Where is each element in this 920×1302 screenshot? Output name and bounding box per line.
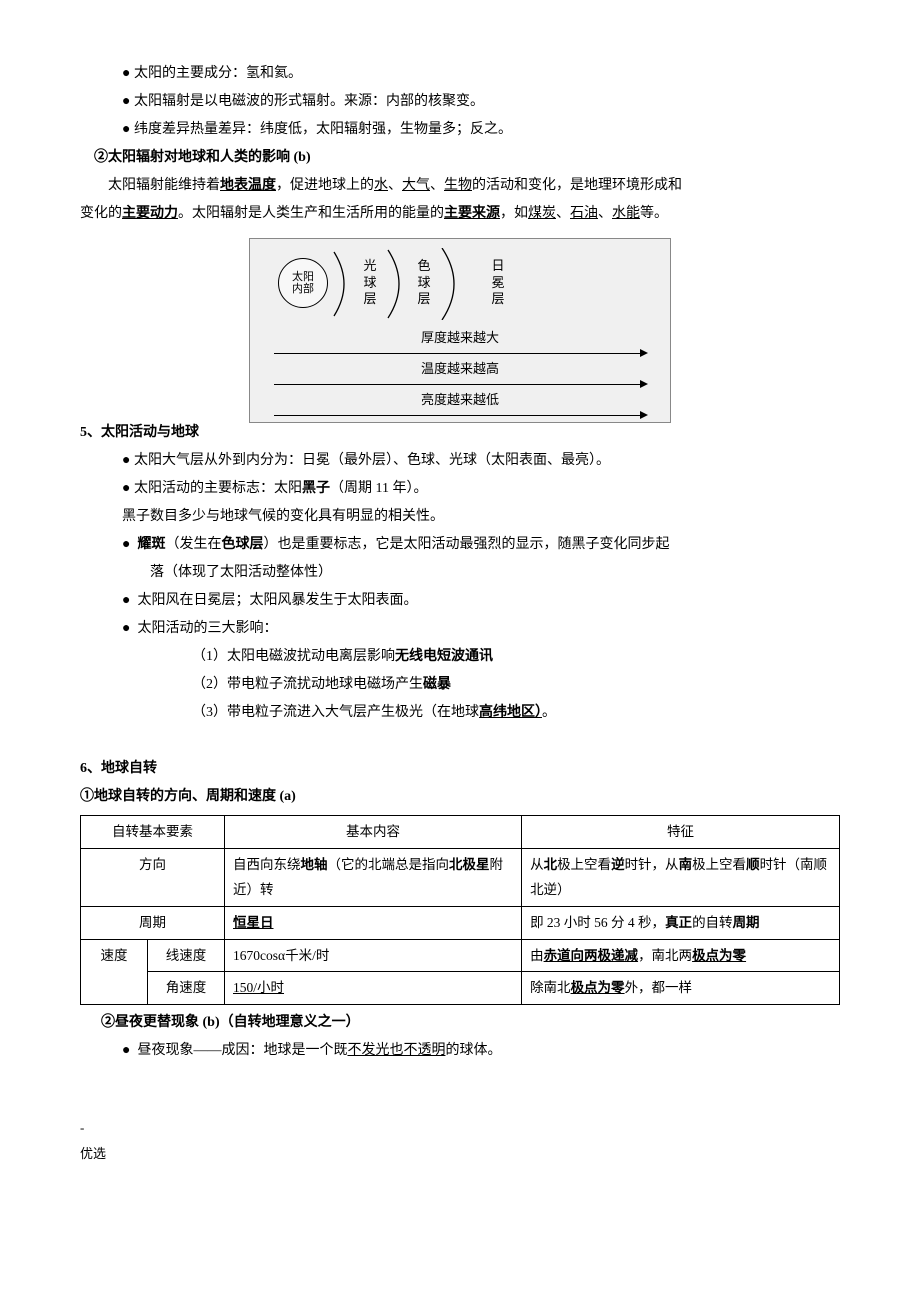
table-row: 周期 恒星日 即 23 小时 56 分 4 秒，真正的自转周期: [81, 906, 840, 939]
table-cell: 线速度: [148, 939, 225, 972]
solar-layers-diagram: 太阳 内部 光球层 色球层 日冕层 厚度越来越大 温度越来越高 亮度越来越低: [80, 238, 840, 423]
bullet-item: ● 耀斑（发生在色球层）也是重要标志，它是太阳活动最强烈的显示，随黑子变化同步起: [80, 531, 840, 559]
heading-section-5: 5、太阳活动与地球: [80, 419, 840, 447]
effect-item: （2）带电粒子流扰动地球电磁场产生磁暴: [80, 671, 840, 699]
bullet-item: 太阳的主要成分：氢和氦。: [80, 60, 840, 88]
paragraph: 变化的主要动力。太阳辐射是人类生产和生活所用的能量的主要来源，如煤炭、石油、水能…: [80, 200, 840, 228]
layer-photosphere: 光球层: [358, 258, 382, 309]
table-cell: 从北极上空看逆时针，从南极上空看顺时针（南顺北逆）: [522, 848, 840, 906]
table-header: 自转基本要素: [81, 816, 225, 849]
table-row: 自转基本要素 基本内容 特征: [81, 816, 840, 849]
table-row: 速度 线速度 1670cosα千米/时 由赤道向两极递减，南北两极点为零: [81, 939, 840, 972]
table-cell: 恒星日: [225, 906, 522, 939]
table-cell: 即 23 小时 56 分 4 秒，真正的自转周期: [522, 906, 840, 939]
bullet-item: ● 昼夜现象——成因：地球是一个既不发光也不透明的球体。: [80, 1037, 840, 1065]
table-cell: 由赤道向两极递减，南北两极点为零: [522, 939, 840, 972]
paragraph: 太阳辐射能维持着地表温度，促进地球上的水、大气、生物的活动和变化，是地理环境形成…: [80, 172, 840, 200]
bullet-item: 纬度差异热量差异：纬度低，太阳辐射强，生物量多；反之。: [80, 116, 840, 144]
table-row: 方向 自西向东绕地轴（它的北端总是指向北极星附近）转 从北极上空看逆时针，从南极…: [81, 848, 840, 906]
heading-section-6: 6、地球自转: [80, 755, 840, 783]
layer-chromosphere: 色球层: [412, 258, 436, 309]
table-cell: 周期: [81, 906, 225, 939]
layer-corona: 日冕层: [486, 258, 510, 309]
bullet-item: 太阳活动的主要标志：太阳黑子（周期 11 年）。: [80, 475, 840, 503]
table-row: 角速度 150/小时 除南北极点为零外，都一样: [81, 972, 840, 1005]
bullet-item: 太阳辐射是以电磁波的形式辐射。来源：内部的核聚变。: [80, 88, 840, 116]
bullet-item: ● 太阳活动的三大影响：: [80, 615, 840, 643]
effect-item: （3）带电粒子流进入大气层产生极光（在地球高纬地区）。: [80, 699, 840, 727]
arrow-label: 温度越来越高: [415, 356, 505, 382]
table-cell: 方向: [81, 848, 225, 906]
intro-bullets: 太阳的主要成分：氢和氦。 太阳辐射是以电磁波的形式辐射。来源：内部的核聚变。 纬…: [80, 60, 840, 144]
arrow-label: 厚度越来越大: [415, 325, 505, 351]
text-line: 黑子数目多少与地球气候的变化具有明显的相关性。: [80, 503, 840, 531]
bullet-item: 太阳大气层从外到内分为：日冕（最外层）、色球、光球（太阳表面、最亮）。: [80, 447, 840, 475]
table-header: 特征: [522, 816, 840, 849]
table-cell: 自西向东绕地轴（它的北端总是指向北极星附近）转: [225, 848, 522, 906]
rotation-table: 自转基本要素 基本内容 特征 方向 自西向东绕地轴（它的北端总是指向北极星附近）…: [80, 815, 840, 1005]
table-cell: 速度: [81, 939, 148, 1004]
sun-core-label: 太阳 内部: [278, 258, 328, 308]
table-cell: 1670cosα千米/时: [225, 939, 522, 972]
table-cell: 除南北极点为零外，都一样: [522, 972, 840, 1005]
page-footer: - 优选: [80, 1115, 840, 1167]
table-cell: 150/小时: [225, 972, 522, 1005]
heading-solar-radiation: ②太阳辐射对地球和人类的影响 (b): [94, 144, 840, 172]
bullet-item: ● 太阳风在日冕层；太阳风暴发生于太阳表面。: [80, 587, 840, 615]
table-cell: 角速度: [148, 972, 225, 1005]
arrow-label: 亮度越来越低: [415, 387, 505, 413]
effect-item: （1）太阳电磁波扰动电离层影响无线电短波通讯: [80, 643, 840, 671]
table-header: 基本内容: [225, 816, 522, 849]
text-line: 落（体现了太阳活动整体性）: [80, 559, 840, 587]
subheading-daynight: ②昼夜更替现象 (b)（自转地理意义之一）: [80, 1009, 840, 1037]
subheading-rotation: ①地球自转的方向、周期和速度 (a): [80, 783, 840, 811]
